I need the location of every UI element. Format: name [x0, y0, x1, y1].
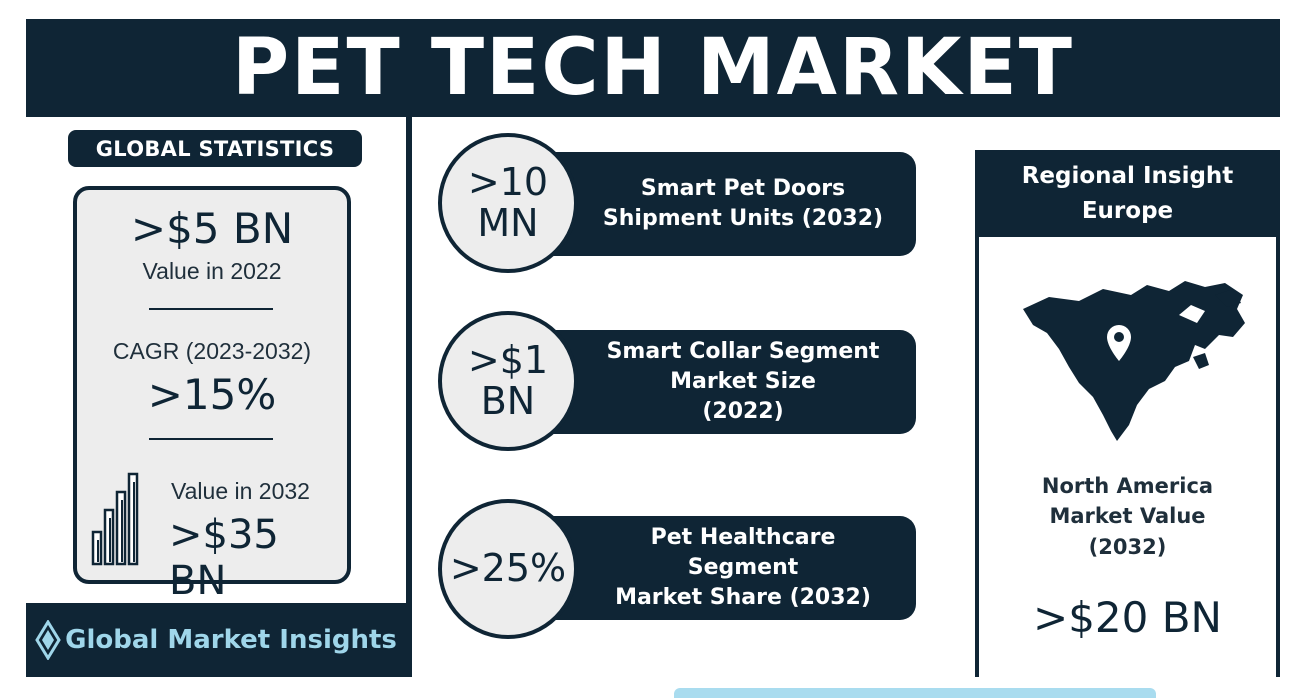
segment-value: >25% — [449, 546, 567, 591]
north-america-map — [1023, 281, 1245, 441]
segment-pill: Smart Collar Segment Market Size (2022) — [520, 330, 916, 434]
segment-pill: Pet Healthcare Segment Market Share (203… — [520, 516, 916, 620]
header-banner: PET TECH MARKET — [26, 19, 1280, 117]
value-2032: >$35 BN — [169, 512, 279, 604]
logo-bar: Global Market Insights — [26, 603, 406, 677]
map-pin-icon — [1107, 325, 1131, 361]
segment-label-line: Smart Pet Doors — [640, 176, 846, 202]
regional-insight-body: North America Market Value (2032) >$20 B… — [975, 237, 1280, 677]
page-title: PET TECH MARKET — [232, 23, 1074, 113]
regional-insight-region: Europe — [1081, 197, 1174, 224]
segment-label-line: Pet Healthcare — [650, 525, 836, 551]
segment-label-line: Smart Collar Segment — [606, 339, 880, 365]
logo-text: Global Market Insights — [65, 625, 397, 655]
global-statistics-badge: GLOBAL STATISTICS — [68, 130, 362, 167]
stat-divider — [149, 308, 273, 310]
stat-divider — [149, 438, 273, 440]
region-label-line: Market Value — [1049, 504, 1206, 529]
bottom-accent-strip — [674, 688, 1156, 698]
segment-value: >10 — [467, 159, 549, 204]
segment-label-line: Market Size — [670, 369, 816, 395]
segment-label-line: Segment — [687, 555, 799, 581]
segment-label-line: (2022) — [702, 398, 784, 424]
regional-insight-title: Regional Insight — [1021, 163, 1234, 189]
value-2032-label: Value in 2032 — [171, 478, 310, 504]
region-label-line: (2032) — [1088, 534, 1167, 559]
segment-label-line: Market Share (2032) — [615, 584, 871, 610]
segment-value-circle: >25% — [438, 499, 578, 639]
value-2022: >$5 BN — [130, 204, 294, 253]
region-label-line: North America — [1041, 474, 1214, 498]
regional-insight-header: Regional Insight Europe — [975, 150, 1280, 237]
segment-value: >$1 — [467, 337, 549, 382]
value-2022-label: Value in 2022 — [142, 258, 282, 284]
bar-chart-icon — [91, 472, 139, 566]
segment-value-unit: MN — [477, 201, 539, 245]
stats-card: >$5 BN Value in 2022 CAGR (2023-2032) >1… — [73, 186, 351, 604]
vertical-divider — [406, 117, 412, 677]
segment-value-circle: >10 MN — [438, 133, 578, 273]
segment-value-unit: BN — [480, 379, 536, 423]
segment-label-line: Shipment Units (2032) — [602, 206, 884, 231]
cagr-label: CAGR (2023-2032) — [112, 338, 312, 364]
north-america-value: >$20 BN — [1033, 593, 1222, 642]
north-america-label: North America Market Value (2032) — [979, 471, 1276, 562]
segment-pill: Smart Pet Doors Shipment Units (2032) — [520, 152, 916, 256]
segment-value-circle: >$1 BN — [438, 311, 578, 451]
cagr-value: >15% — [147, 370, 277, 419]
diamond-logo-icon — [35, 620, 61, 660]
